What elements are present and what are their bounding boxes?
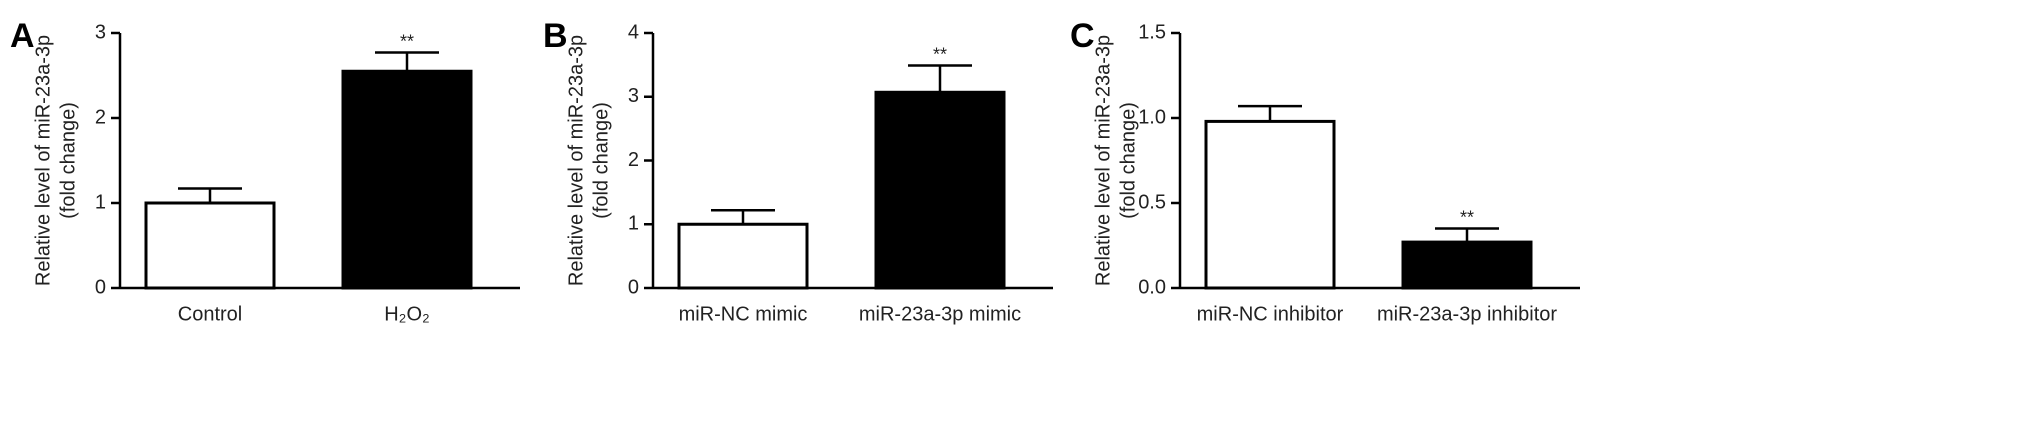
bar — [1401, 240, 1533, 290]
y-tick-label: 1.5 — [1138, 21, 1166, 43]
x-tick-label: miR-23a-3p mimic — [859, 303, 1021, 325]
y-axis-label: (fold change) — [57, 102, 79, 219]
x-tick-label: miR-NC mimic — [679, 303, 808, 325]
y-tick-label: 0.5 — [1138, 191, 1166, 213]
panel-letter: C — [1070, 17, 1095, 55]
x-tick-label: Control — [178, 303, 242, 325]
bar — [677, 222, 809, 290]
significance-label: ** — [1460, 207, 1474, 227]
panel-letter: A — [10, 17, 35, 55]
x-tick-label: H₂O₂ — [384, 303, 430, 325]
y-axis-label: (fold change) — [590, 102, 612, 219]
y-tick-label: 1.0 — [1138, 106, 1166, 128]
y-tick-label: 0.0 — [1138, 276, 1166, 298]
bar — [144, 201, 276, 290]
y-tick-label: 0 — [628, 276, 639, 298]
y-tick-label: 1 — [95, 191, 106, 213]
y-tick-label: 3 — [628, 85, 639, 107]
bar — [874, 90, 1006, 290]
significance-label: ** — [933, 44, 947, 64]
y-tick-label: 4 — [628, 21, 639, 43]
y-tick-label: 1 — [628, 213, 639, 235]
y-tick-label: 0 — [95, 276, 106, 298]
bar — [341, 69, 473, 290]
y-tick-label: 3 — [95, 21, 106, 43]
y-axis-label: Relative level of miR-23a-3p — [1092, 35, 1114, 286]
bar — [1204, 119, 1336, 290]
y-axis-label: (fold change) — [1117, 102, 1139, 219]
y-axis-label: Relative level of miR-23a-3p — [32, 35, 54, 286]
panel-letter: B — [543, 17, 568, 55]
y-tick-label: 2 — [628, 149, 639, 171]
y-tick-label: 2 — [95, 106, 106, 128]
y-axis-label: Relative level of miR-23a-3p — [565, 35, 587, 286]
x-tick-label: miR-23a-3p inhibitor — [1377, 303, 1557, 325]
x-tick-label: miR-NC inhibitor — [1197, 303, 1344, 325]
significance-label: ** — [400, 31, 414, 51]
